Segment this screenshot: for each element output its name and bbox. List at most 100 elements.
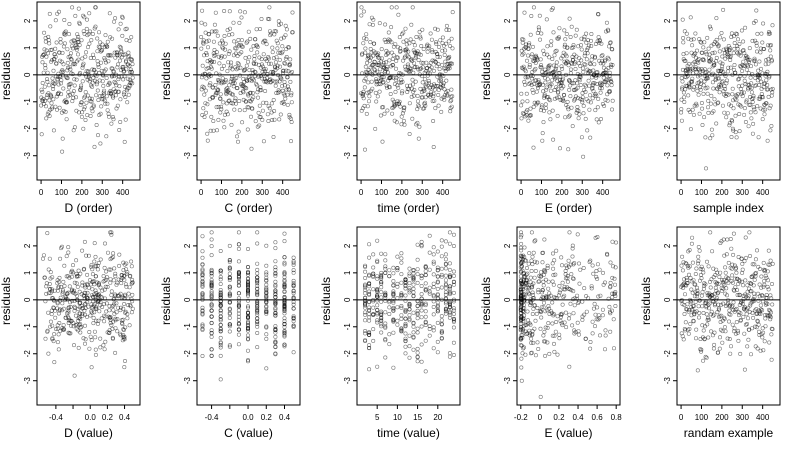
residual-point	[407, 333, 412, 338]
residual-point	[743, 322, 748, 327]
residual-point	[100, 42, 105, 47]
residual-point	[364, 111, 369, 116]
residual-point	[218, 318, 223, 323]
residual-point	[727, 336, 732, 341]
residual-point	[64, 254, 69, 259]
residual-point	[720, 329, 725, 334]
residual-point	[420, 65, 425, 70]
residual-point	[291, 268, 296, 273]
residual-point	[289, 120, 294, 125]
residual-point	[592, 324, 597, 329]
residual-point	[763, 71, 768, 76]
residual-point	[532, 239, 537, 244]
residual-point	[291, 302, 296, 307]
residual-point	[129, 69, 134, 74]
residual-point	[363, 303, 368, 308]
residual-point	[87, 329, 92, 334]
residual-point	[108, 267, 113, 272]
residual-point	[122, 139, 127, 144]
residual-point	[291, 281, 296, 286]
residual-point	[419, 283, 424, 288]
residual-point	[429, 65, 434, 70]
residual-point	[431, 91, 436, 96]
residual-point	[523, 69, 528, 74]
residual-point	[98, 257, 103, 262]
residual-point	[255, 95, 260, 100]
residual-point	[701, 310, 706, 315]
residual-point	[435, 265, 440, 270]
residual-point	[539, 297, 544, 302]
residual-point	[380, 80, 385, 85]
residual-point	[255, 345, 260, 350]
residual-point	[735, 330, 740, 335]
residual-point	[218, 345, 223, 350]
residual-point	[565, 273, 570, 278]
residual-point	[443, 273, 448, 278]
residual-point	[385, 108, 390, 113]
residual-point	[705, 315, 710, 320]
residual-point	[92, 259, 97, 264]
residual-point	[259, 62, 264, 67]
residual-point	[765, 43, 770, 48]
residual-point	[726, 280, 731, 285]
residual-point	[76, 318, 81, 323]
residual-point	[129, 264, 134, 269]
residual-point	[383, 39, 388, 44]
residual-point	[264, 58, 269, 63]
residual-point	[66, 274, 71, 279]
residual-point	[573, 33, 578, 38]
residual-point	[65, 60, 70, 65]
residual-point	[760, 40, 765, 45]
residual-point	[374, 99, 379, 104]
residual-point	[282, 333, 287, 338]
residual-point	[282, 328, 287, 333]
residual-point	[48, 24, 53, 29]
residual-point	[753, 271, 758, 276]
residual-point	[741, 39, 746, 44]
residual-point	[725, 69, 730, 74]
residual-point	[735, 292, 740, 297]
residual-point	[519, 365, 524, 370]
residual-point	[751, 105, 756, 110]
residual-point	[121, 268, 126, 273]
residual-point	[441, 74, 446, 79]
residual-point	[118, 58, 123, 63]
residual-point	[208, 81, 213, 86]
y-axis-title: residuals	[639, 277, 653, 325]
residual-points	[363, 230, 456, 374]
residual-point	[419, 324, 424, 329]
residual-point	[103, 33, 108, 38]
residual-point	[291, 319, 296, 324]
residual-point	[539, 305, 544, 310]
residual-point	[57, 320, 62, 325]
residual-point	[383, 264, 388, 269]
residual-point	[565, 285, 570, 290]
residual-point	[375, 320, 380, 325]
residual-point	[64, 296, 69, 301]
residual-point	[595, 262, 600, 267]
residual-point	[712, 330, 717, 335]
residual-point	[209, 267, 214, 272]
residual-point	[375, 303, 380, 308]
residual-point	[363, 264, 368, 269]
residual-point	[557, 146, 562, 151]
residual-point	[84, 294, 89, 299]
residual-point	[232, 39, 237, 44]
residual-point	[551, 137, 556, 142]
residual-point	[554, 248, 559, 253]
residual-point	[447, 261, 452, 266]
residual-point	[83, 94, 88, 99]
residual-point	[218, 277, 223, 282]
residual-point	[130, 277, 135, 282]
residual-point	[383, 310, 388, 315]
x-tick-label: 100	[695, 413, 709, 422]
residual-point	[45, 231, 50, 236]
residual-point	[95, 267, 100, 272]
residual-point	[282, 101, 287, 106]
residual-point	[563, 287, 568, 292]
residual-point	[540, 295, 545, 300]
residual-point	[742, 78, 747, 83]
residual-point	[439, 244, 444, 249]
residual-point	[218, 293, 223, 298]
residual-point	[86, 45, 91, 50]
